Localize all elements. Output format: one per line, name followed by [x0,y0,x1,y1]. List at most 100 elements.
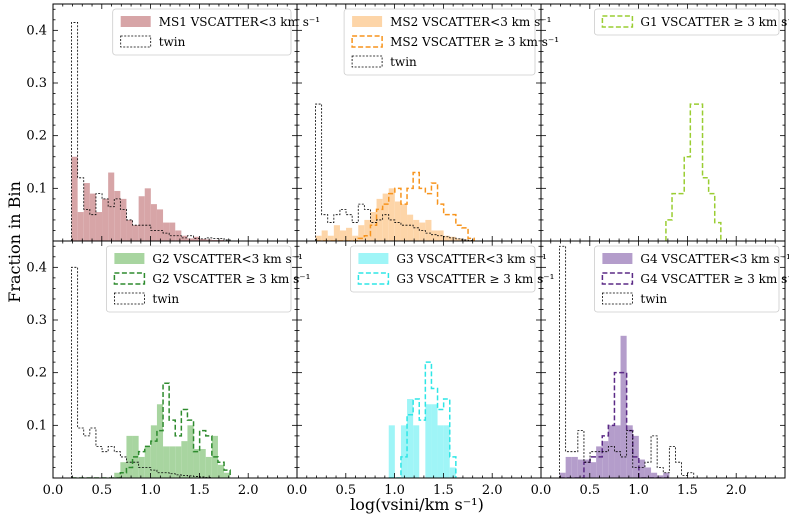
histogram-bar [144,188,151,241]
histogram-bar [602,441,609,478]
histogram-bar [559,472,566,478]
histogram-bar [400,204,408,241]
histogram-bar [352,235,359,241]
plot-area [71,22,231,241]
histogram-bar [211,239,218,241]
legend-swatch [352,16,383,27]
histogram-bar [181,235,188,241]
histogram-bar [217,239,225,241]
legend-label: MS1 VSCATTER<3 km s⁻¹ [159,15,320,29]
histogram-bar [425,219,432,241]
histogram-bar [455,238,462,241]
histogram-bar [449,467,456,478]
histogram-bar [193,236,200,241]
legend-label: G1 VSCATTER ≥ 3 km s⁻¹ [640,15,789,29]
histogram-bar [346,227,353,241]
legend-swatch [114,292,145,305]
histogram-bar [577,459,584,478]
histogram-bar [657,475,664,478]
panel-top-right: G1 VSCATTER ≥ 3 km s⁻¹ [540,3,789,242]
histogram-bar [364,219,371,241]
panel-top-left: 0.1 0.2 0.3 0.4 MS1 VSCATTER<3 km s⁻¹ twin [26,3,320,242]
histogram-bar [169,446,176,478]
histogram-bar [663,472,670,478]
histogram-step-line [315,103,475,241]
legend-swatch [602,292,633,305]
x-tick-label: 1.5 [189,483,210,498]
x-tick-label: 0.0 [287,483,308,498]
legend-label: G2 VSCATTER ≥ 3 km s⁻¹ [152,272,310,286]
histogram-bar [89,193,96,241]
histogram-bar [565,456,572,478]
legend-swatch [358,253,389,264]
histogram-bar [199,238,206,241]
histogram-bar [114,190,121,241]
legend-box [594,245,780,313]
legend: G3 VSCATTER<3 km s⁻¹ G3 VSCATTER ≥ 3 km s… [349,245,554,293]
histogram-bar [83,183,90,241]
legend-label: G3 VSCATTER ≥ 3 km s⁻¹ [396,272,554,286]
y-tick-label: 0.3 [26,76,47,91]
histogram-bar [95,212,103,241]
histogram-bar [583,459,591,478]
legend-box [112,8,292,56]
legend-box [594,8,780,36]
y-tick-label: 0.2 [26,129,47,144]
x-tick-label: 2.0 [726,483,747,498]
histogram-bar [150,425,157,478]
histogram-step-line [315,171,475,241]
histogram-bar [651,472,658,478]
histogram-bar [132,225,139,241]
legend-swatch [351,55,383,68]
legend: G1 VSCATTER ≥ 3 km s⁻¹ [594,8,789,36]
histogram-bar [638,459,645,478]
legend-swatch [120,16,151,27]
histogram-bar [620,335,627,478]
legend-swatch [114,253,145,264]
histogram-bar [388,188,395,241]
histogram-step-line [71,382,231,478]
histogram-bar [608,425,615,478]
x-tick-label: 2.0 [482,483,503,498]
histogram-bar [407,214,414,241]
histogram-bar [370,212,377,241]
histogram-bar [175,446,182,478]
histogram-bar [120,198,127,241]
histogram-bar [163,446,170,478]
histogram-bar [358,225,365,241]
x-tick-label: 1.0 [140,483,161,498]
legend-swatch [601,15,634,28]
legend-label: G2 VSCATTER<3 km s⁻¹ [152,252,302,266]
histogram-bar [626,425,633,478]
histogram-bar [644,467,652,478]
plot-area [559,245,695,478]
legend-label: twin [152,292,179,306]
x-tick-label: 0.5 [91,483,112,498]
histogram-bar [193,449,200,478]
histogram-bar [388,425,395,478]
histogram-bar [339,230,347,241]
legend-label: twin [640,292,667,306]
histogram-bar [596,446,603,478]
x-tick-label: 2.0 [238,483,259,498]
x-tick-label: 0.0 [531,483,552,498]
histogram-bar [156,209,164,241]
histogram-bar [163,222,170,241]
histogram-bar [169,222,176,241]
histogram-step-line [71,266,213,478]
x-tick-label: 1.5 [677,483,698,498]
legend-swatch [602,253,633,264]
histogram-bar [571,456,578,478]
histogram-bar [394,201,401,241]
legend-label: G4 VSCATTER ≥ 3 km s⁻¹ [640,272,789,286]
y-tick-label: 0.1 [26,418,47,433]
legend-label: G3 VSCATTER<3 km s⁻¹ [396,252,546,266]
x-tick-label: 0.0 [43,483,64,498]
histogram-bar [413,425,420,478]
histogram-bar [114,472,121,478]
panel-bottom-left: 0.0 0.5 1.0 1.5 2.0 0.1 0.2 0.3 0.4 G2 VSCATTER<3… [26,240,310,498]
panel-bottom-right: 0.0 0.5 1.0 1.5 2.0G4 VSCATTER<3 km s⁻¹G4 VS… [531,240,789,498]
x-tick-label: 0.5 [579,483,600,498]
legend: MS2 VSCATTER<3 km s⁻¹ MS2 VSCATTER ≥ 3 km… [343,8,559,76]
